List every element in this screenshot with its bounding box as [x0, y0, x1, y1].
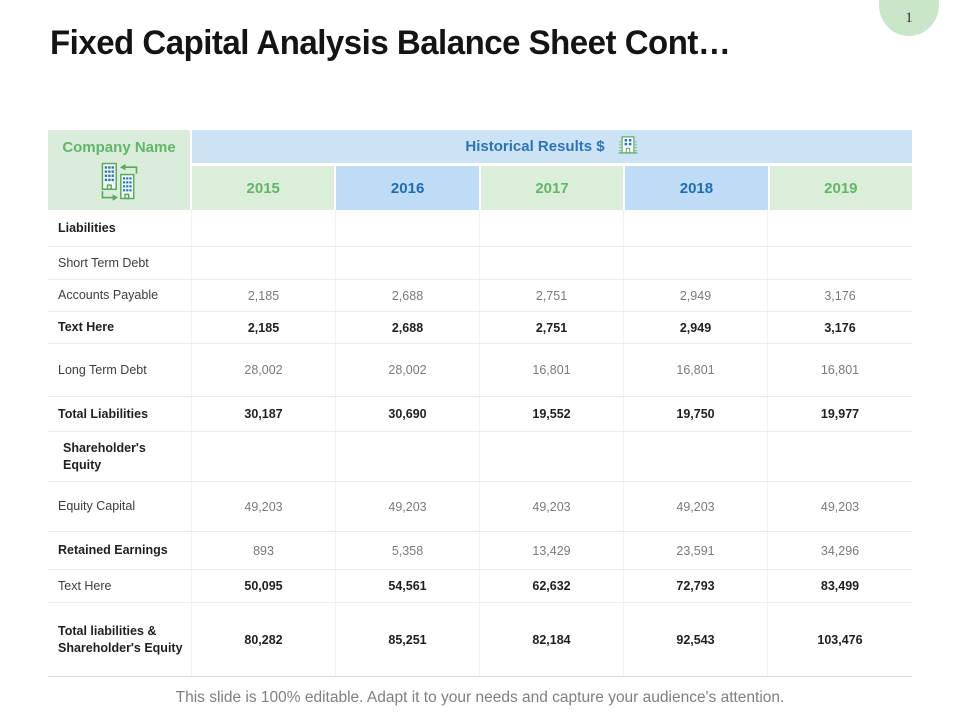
row-label: Text Here — [48, 570, 192, 602]
row-label: Long Term Debt — [48, 344, 192, 396]
value-cell: 49,203 — [820, 499, 860, 514]
value-cell: 2,949 — [624, 280, 768, 311]
value-cell: 28,002 — [336, 344, 480, 396]
value-cell: 893 — [192, 532, 336, 569]
value-cell: 30,187 — [192, 397, 336, 431]
page-title: Fixed Capital Analysis Balance Sheet Con… — [50, 24, 731, 62]
value-cell — [624, 247, 768, 279]
table-row-total-liabilities-and-equity: Total liabilities & Shareholder's Equity… — [48, 603, 912, 676]
value-cell: 30,690 — [336, 397, 480, 431]
year-header-2015: 2015 — [192, 166, 335, 210]
value-cell: 49,203 — [480, 482, 624, 531]
table-row-accounts-payable: Accounts Payable 2,185 2,688 2,751 2,949… — [48, 280, 912, 312]
value-cell — [768, 210, 912, 246]
table-row-text-here-2: Text Here 50,095 54,561 62,632 72,793 83… — [48, 570, 912, 603]
row-label: Retained Earnings — [48, 532, 192, 569]
value-cell — [624, 432, 768, 481]
value-cell: 3,176 — [824, 320, 856, 335]
value-cell: 2,688 — [336, 312, 480, 343]
value-cell: 2,185 — [192, 280, 336, 311]
value-cell: 62,632 — [480, 570, 624, 602]
year-header-row: 2015 2016 2017 2018 2019 — [192, 166, 913, 210]
value-cell: 16,801 — [624, 344, 768, 396]
table-row-short-term-debt: Short Term Debt — [48, 247, 912, 280]
table-row-shareholders-equity: Shareholder's Equity — [48, 432, 912, 482]
year-header-2017: 2017 — [478, 166, 624, 210]
table-header: Company Name — [48, 130, 913, 210]
value-cell: 83,499 — [820, 579, 860, 593]
value-cell: 49,203 — [192, 482, 336, 531]
value-cell — [192, 247, 336, 279]
value-cell — [768, 432, 912, 481]
value-cell: 85,251 — [336, 603, 480, 676]
value-cell: 16,801 — [480, 344, 624, 396]
value-cell: 19,552 — [480, 397, 624, 431]
value-cell: 19,977 — [820, 407, 860, 421]
table-row-long-term-debt: Long Term Debt 28,002 28,002 16,801 16,8… — [48, 344, 912, 397]
value-cell: 2,688 — [336, 280, 480, 311]
value-cell: 19,750 — [624, 397, 768, 431]
company-name-cell: Company Name — [48, 130, 190, 210]
value-cell — [768, 247, 912, 279]
page-number: 1 — [905, 10, 913, 26]
row-label: Total Liabilities — [48, 397, 192, 431]
value-cell: 103,476 — [817, 632, 863, 647]
value-cell — [336, 247, 480, 279]
balance-sheet-table: Company Name — [48, 130, 913, 677]
company-buildings-transfer-icon — [48, 158, 190, 209]
row-label: Accounts Payable — [48, 280, 192, 311]
row-label: Liabilities — [48, 210, 192, 246]
year-header-2016: 2016 — [334, 166, 479, 210]
row-label: Total liabilities & Shareholder's Equity — [48, 603, 192, 676]
value-cell: 16,801 — [820, 363, 860, 377]
value-cell — [480, 210, 624, 246]
value-cell — [192, 432, 336, 481]
year-header-2018: 2018 — [623, 166, 768, 210]
value-cell: 80,282 — [192, 603, 336, 676]
value-cell: 2,751 — [480, 280, 624, 311]
value-cell: 92,543 — [624, 603, 768, 676]
value-cell: 2,751 — [480, 312, 624, 343]
company-name-label: Company Name — [62, 139, 176, 156]
value-cell: 34,296 — [820, 543, 860, 558]
row-label: Short Term Debt — [48, 247, 192, 279]
table-row-liabilities: Liabilities — [48, 210, 912, 247]
value-cell — [624, 210, 768, 246]
year-header-2019: 2019 — [767, 166, 913, 210]
row-label: Text Here — [48, 312, 192, 343]
value-cell — [480, 247, 624, 279]
header-main: Historical Results $ — [192, 130, 913, 210]
value-cell — [192, 210, 336, 246]
value-cell: 3,176 — [824, 288, 856, 303]
table-row-equity-capital: Equity Capital 49,203 49,203 49,203 49,2… — [48, 482, 912, 532]
table-row-total-liabilities: Total Liabilities 30,187 30,690 19,552 1… — [48, 397, 912, 432]
group-header-label: Historical Results $ — [465, 138, 605, 155]
office-building-icon — [617, 134, 639, 159]
value-cell: 13,429 — [480, 532, 624, 569]
value-cell: 5,358 — [336, 532, 480, 569]
value-cell: 2,185 — [192, 312, 336, 343]
value-cell: 49,203 — [624, 482, 768, 531]
value-cell: 2,949 — [624, 312, 768, 343]
value-cell — [336, 210, 480, 246]
value-cell: 28,002 — [192, 344, 336, 396]
value-cell — [336, 432, 480, 481]
value-cell: 49,203 — [336, 482, 480, 531]
row-label: Equity Capital — [48, 482, 192, 531]
value-cell: 54,561 — [336, 570, 480, 602]
value-cell: 50,095 — [192, 570, 336, 602]
value-cell: 23,591 — [624, 532, 768, 569]
value-cell: 82,184 — [480, 603, 624, 676]
value-cell — [480, 432, 624, 481]
table-row-text-here-1: Text Here 2,185 2,688 2,751 2,949 3,176 — [48, 312, 912, 344]
table-body: Liabilities Short Term Debt Accounts Pay… — [48, 210, 912, 677]
row-label: Shareholder's Equity — [48, 432, 192, 481]
table-row-retained-earnings: Retained Earnings 893 5,358 13,429 23,59… — [48, 532, 912, 570]
footer-note: This slide is 100% editable. Adapt it to… — [175, 689, 785, 706]
page-number-badge: 1 — [879, 0, 939, 36]
group-header-cell: Historical Results $ — [192, 130, 912, 163]
value-cell: 72,793 — [624, 570, 768, 602]
